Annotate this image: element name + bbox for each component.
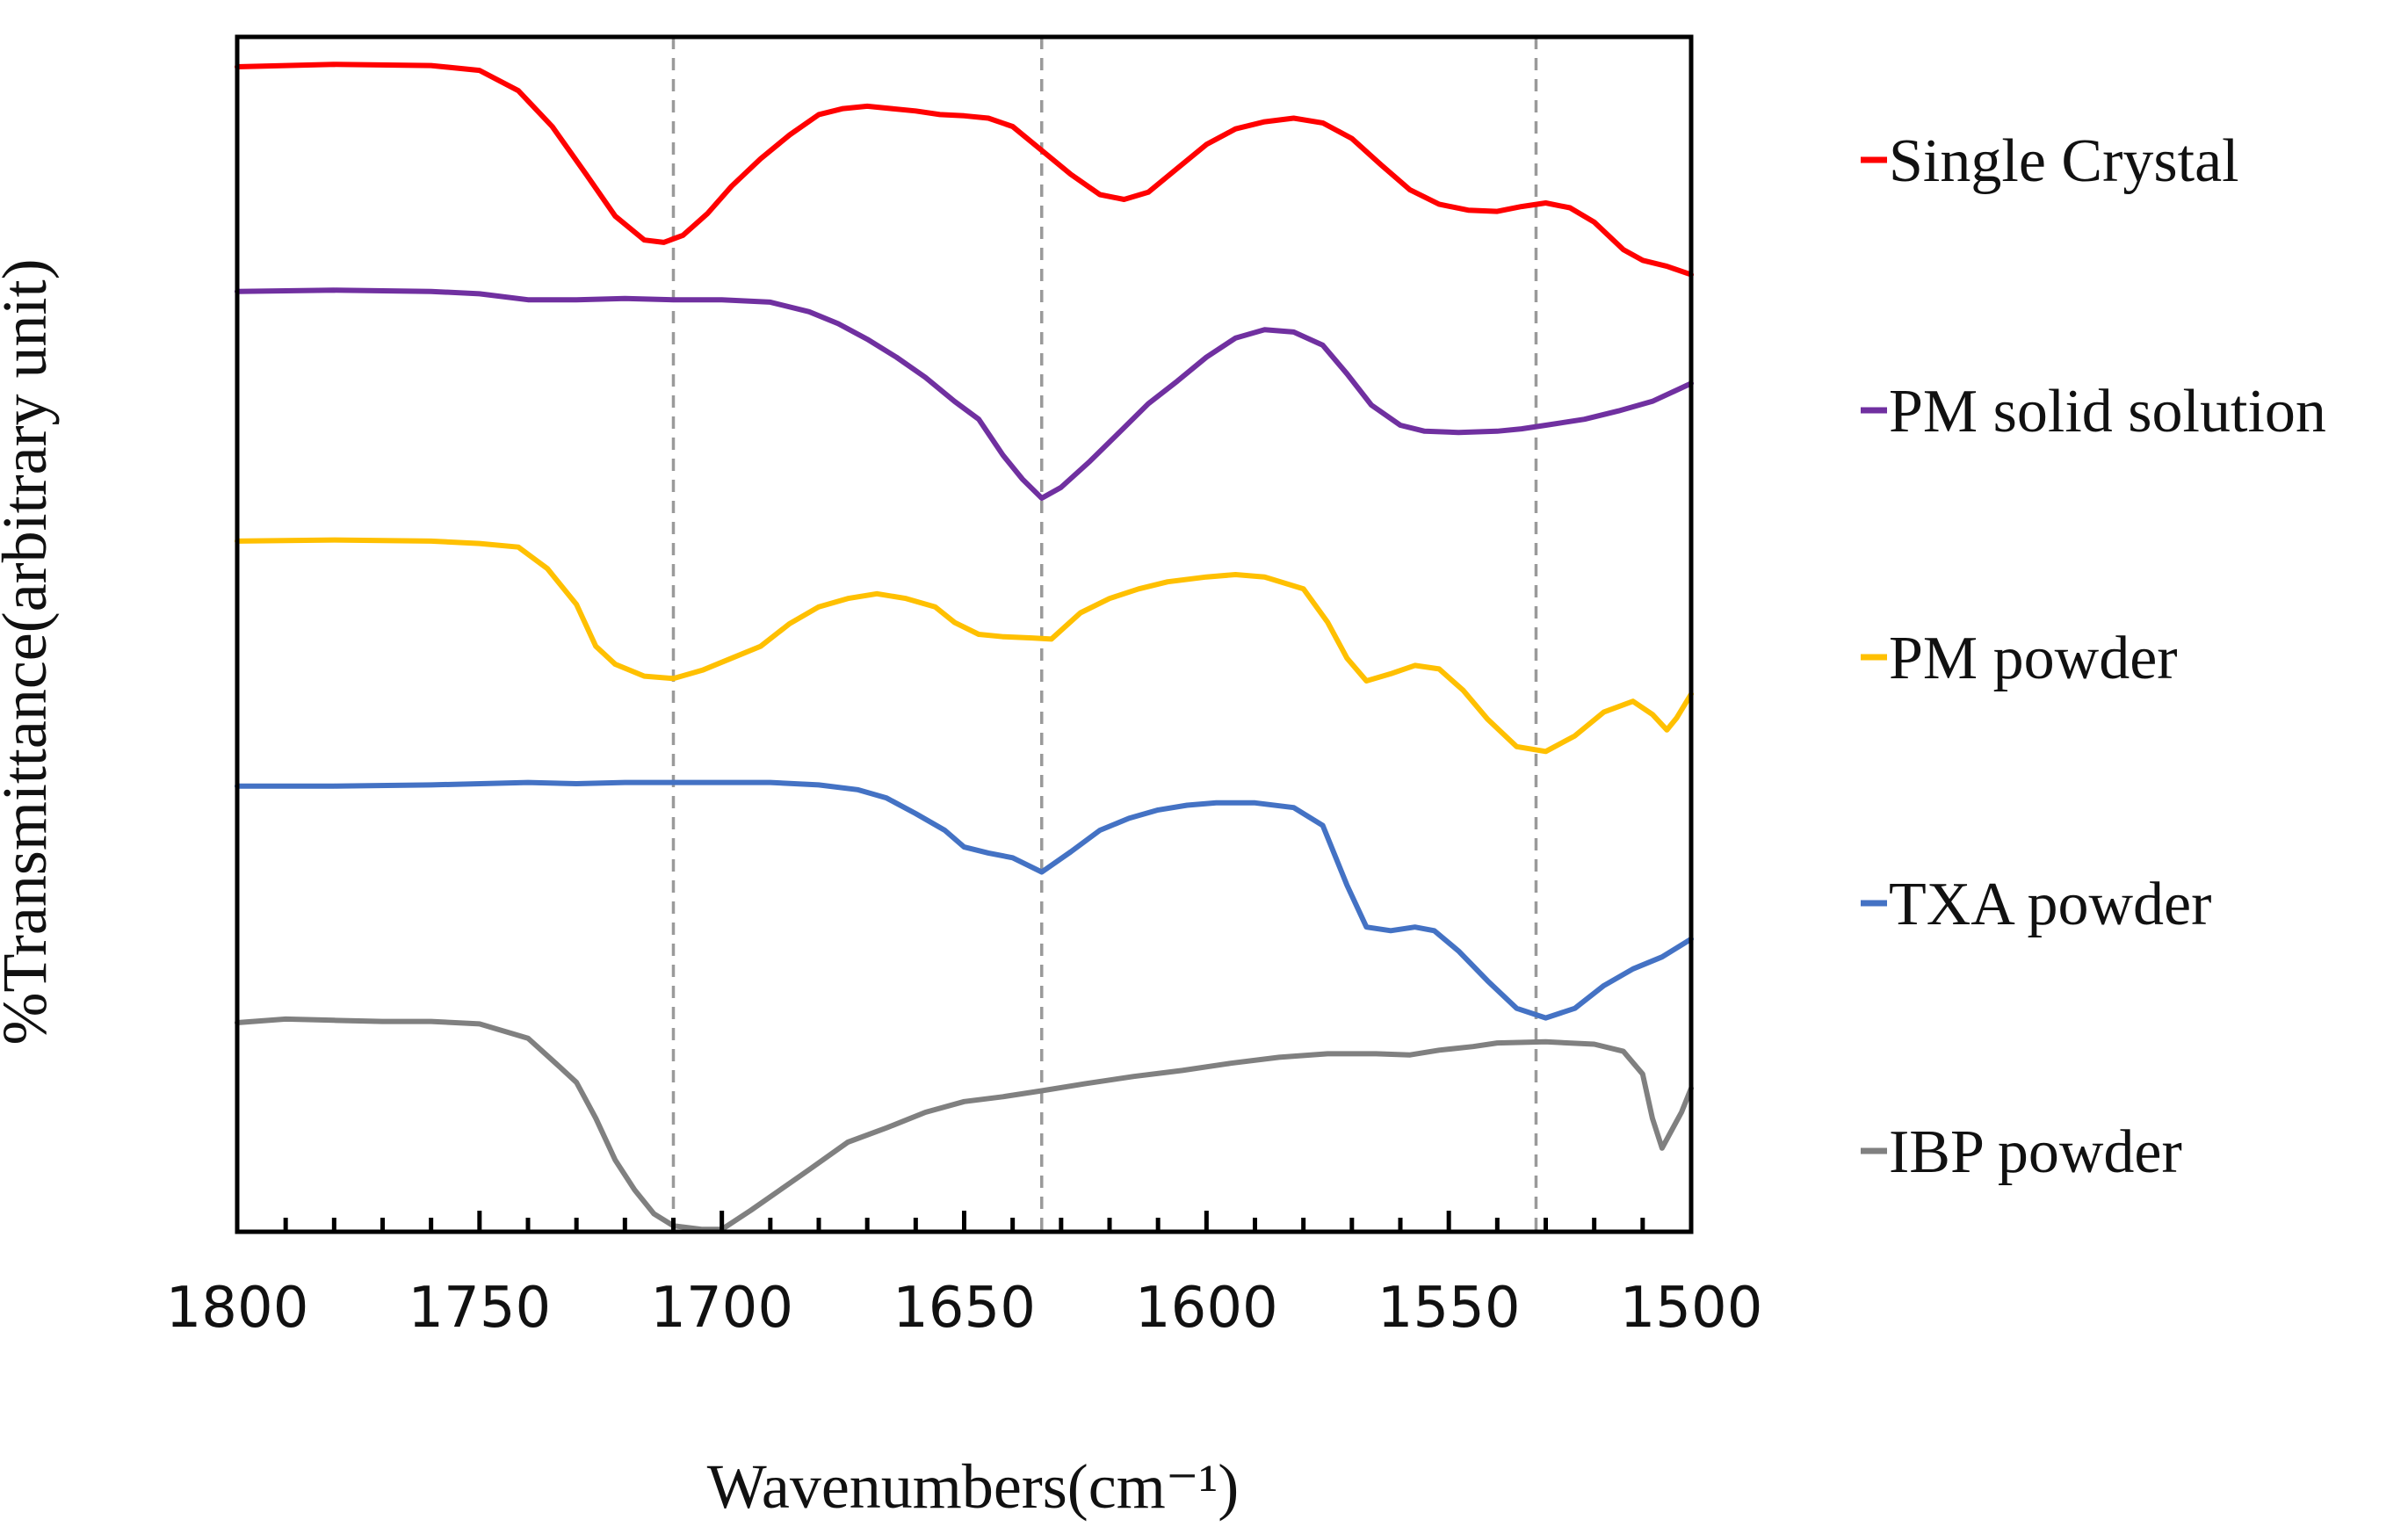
x-tick-label: 1700 (650, 1276, 793, 1341)
series-group (235, 62, 1694, 1233)
plot-frame (235, 34, 1694, 1234)
x-tick-label: 1550 (1378, 1276, 1521, 1341)
x-axis-ticks (235, 1211, 1694, 1232)
y-axis-title: %Transmittance(arbitrary unit) (0, 258, 60, 1045)
legend-label: TXA powder (1889, 871, 2211, 938)
legend-label: PM solid solution (1889, 378, 2326, 445)
series-line-txa-powder (235, 779, 1694, 1021)
x-axis-title: Wavenumbers(cm⁻¹) (707, 1451, 1240, 1522)
x-axis-tick-labels: 1800 1750 1700 1650 1600 1550 1500 (166, 1276, 1763, 1341)
legend-item: Single Crystal (1861, 127, 2239, 195)
series-line-pm-solid-solution (235, 287, 1694, 501)
x-tick-label: 1750 (408, 1276, 551, 1341)
legend-item: IBP powder (1861, 1118, 2182, 1186)
x-tick-label: 1500 (1620, 1276, 1763, 1341)
legend-item: TXA powder (1861, 871, 2211, 938)
series-line-pm-powder (235, 537, 1694, 755)
series-line-single-crystal (235, 62, 1694, 278)
x-tick-label: 1650 (893, 1276, 1036, 1341)
x-tick-label: 1800 (166, 1276, 309, 1341)
legend-label: Single Crystal (1889, 127, 2239, 195)
legend-label: IBP powder (1889, 1118, 2182, 1186)
series-line-ibp-powder (235, 1016, 1694, 1233)
legend-item: PM powder (1861, 625, 2178, 692)
legend-item: PM solid solution (1861, 378, 2326, 445)
legend-label: PM powder (1889, 625, 2178, 692)
x-tick-label: 1600 (1135, 1276, 1278, 1341)
legend: Single Crystal PM solid solution PM powder… (1861, 127, 2326, 1186)
